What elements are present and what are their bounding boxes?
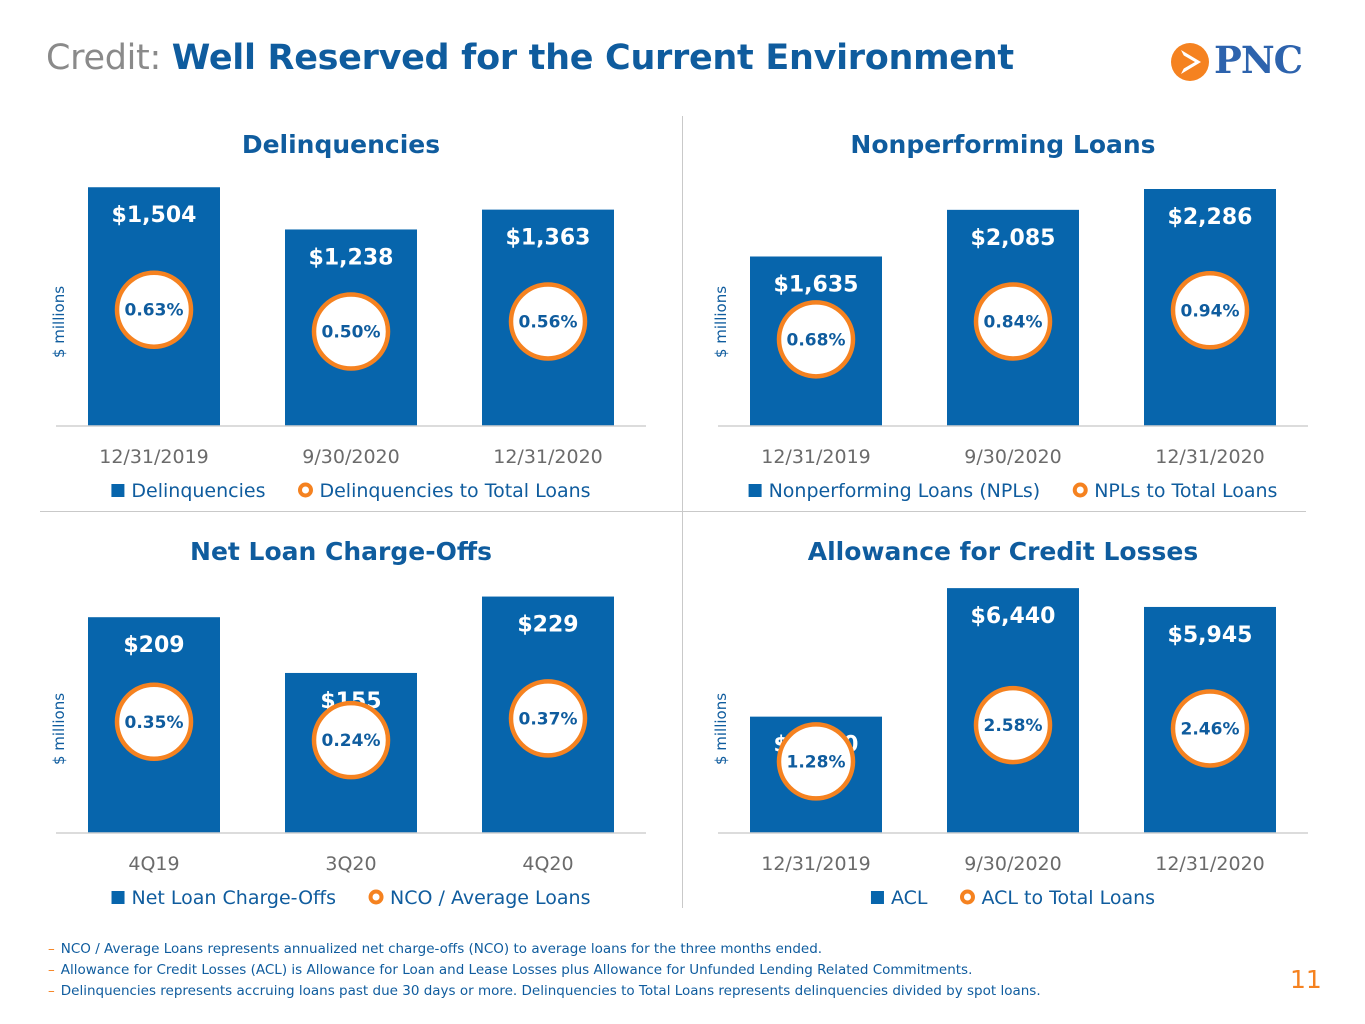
bar-value-label: $1,504 — [112, 203, 197, 228]
legend-bar-label: Delinquencies — [131, 480, 265, 502]
bar-value-label: $5,945 — [1168, 623, 1253, 648]
legend-bar-swatch — [111, 891, 125, 904]
ratio-marker — [776, 722, 856, 801]
category-tick-label: 9/30/2020 — [964, 446, 1061, 468]
bar-value-label: $2,085 — [971, 226, 1056, 251]
quadrant-divider-vertical — [682, 116, 683, 908]
ratio-marker — [114, 270, 194, 349]
bar-value-label: $1,635 — [774, 272, 859, 297]
y-axis-label: $ millions — [50, 693, 68, 765]
footnote-text: NCO / Average Loans represents annualize… — [60, 941, 823, 957]
legend-bar-swatch — [870, 891, 884, 904]
bar-value-label: $2,286 — [1168, 205, 1253, 230]
ratio-marker — [508, 282, 588, 361]
chart-title: Nonperforming Loans — [850, 130, 1155, 159]
y-axis-label: $ millions — [50, 286, 68, 358]
category-tick-label: 12/31/2020 — [493, 446, 603, 468]
ratio-marker — [311, 292, 391, 371]
ratio-label: 0.68% — [787, 330, 846, 350]
footnotes: – NCO / Average Loans represents annualiz… — [48, 939, 1041, 1002]
bar-value-label: $209 — [123, 633, 184, 658]
page-title: Credit: Well Reserved for the Current En… — [46, 38, 1014, 78]
category-tick-label: 9/30/2020 — [302, 446, 399, 468]
chart-panel-allowance-credit-losses: Allowance for Credit Losses$ millions$3,… — [702, 527, 1332, 917]
ratio-marker — [1170, 271, 1250, 350]
category-tick-label: 12/31/2020 — [1155, 446, 1265, 468]
legend-ratio-swatch — [368, 889, 384, 905]
allowance-credit-losses-chart: Allowance for Credit Losses$ millions$3,… — [712, 537, 1308, 909]
ratio-label: 2.58% — [984, 716, 1043, 736]
ratio-marker — [973, 282, 1053, 361]
pnc-logo: PNC — [1170, 38, 1320, 82]
footnote: – Delinquencies represents accruing loans… — [48, 983, 1041, 999]
chart-title: Allowance for Credit Losses — [808, 537, 1198, 566]
chart-panel-net-loan-charge-offs: Net Loan Charge-Offs $ millions $209 0.35% 4… — [40, 527, 670, 917]
net-loan-charge-offs-chart: Net Loan Charge-Offs $ millions $209 0.35% 4… — [50, 537, 646, 909]
legend-bar-label: ACL — [891, 887, 928, 909]
chart-title: Delinquencies — [242, 130, 440, 159]
ratio-marker — [508, 679, 588, 758]
legend-ratio-label: Delinquencies to Total Loans — [319, 480, 590, 502]
legend-bar-swatch — [111, 484, 125, 497]
chart-panel-nonperforming-loans: Nonperforming Loans $ millions $1,635 0.68%… — [702, 120, 1332, 510]
legend-bar-label: Net Loan Charge-Offs — [132, 887, 337, 909]
page-number: 11 — [1290, 965, 1322, 994]
legend-bar-swatch — [748, 484, 762, 497]
category-tick-label: 12/31/2019 — [761, 853, 871, 875]
ratio-label: 0.24% — [322, 731, 381, 751]
y-axis-label: $ millions — [712, 286, 730, 358]
legend-ratio-swatch — [1072, 482, 1088, 498]
bar-value-label: $6,440 — [971, 604, 1056, 629]
footnote: – Allowance for Credit Losses (ACL) is Al… — [48, 962, 973, 978]
pnc-logo-icon — [1171, 43, 1209, 81]
ratio-marker — [311, 700, 391, 780]
ratio-marker — [776, 300, 856, 379]
bar-value-label: $1,363 — [506, 226, 591, 251]
footnote: – NCO / Average Loans represents annualiz… — [48, 941, 823, 957]
category-tick-label: 12/31/2019 — [761, 446, 871, 468]
delinquencies-chart: Delinquencies $ millions $1,504 0.63% 12/31/… — [50, 130, 646, 502]
ratio-marker — [114, 682, 194, 761]
ratio-label: 1.28% — [787, 752, 846, 772]
category-tick-label: 12/31/2020 — [1155, 853, 1265, 875]
title-prefix: Credit: — [46, 38, 161, 78]
title-main: Well Reserved for the Current Environmen… — [171, 38, 1014, 78]
legend-ratio-swatch — [959, 889, 975, 905]
ratio-label: 2.46% — [1181, 719, 1240, 739]
category-tick-label: 12/31/2019 — [99, 446, 209, 468]
ratio-label: 0.50% — [322, 323, 381, 343]
y-axis-label: $ millions — [712, 693, 730, 765]
ratio-marker — [1170, 689, 1250, 768]
legend-ratio-label: NCO / Average Loans — [390, 887, 590, 909]
footnote-text: Allowance for Credit Losses (ACL) is All… — [60, 962, 973, 978]
chart-title: Net Loan Charge-Offs — [190, 537, 492, 566]
bar-value-label: $229 — [517, 613, 578, 638]
category-tick-label: 4Q19 — [128, 853, 179, 875]
nonperforming-loans-chart: Nonperforming Loans $ millions $1,635 0.68%… — [712, 130, 1308, 502]
chart-panel-delinquencies: Delinquencies $ millions $1,504 0.63% 12/31/… — [40, 120, 670, 510]
bar-value-label: $1,238 — [309, 245, 394, 270]
logo-text: PNC — [1214, 38, 1303, 82]
legend-bar-label: Nonperforming Loans (NPLs) — [769, 480, 1041, 502]
category-tick-label: 3Q20 — [325, 853, 376, 875]
ratio-label: 0.35% — [125, 713, 184, 733]
legend-ratio-label: ACL to Total Loans — [981, 887, 1155, 909]
ratio-label: 0.84% — [984, 312, 1043, 332]
ratio-label: 0.37% — [519, 709, 578, 729]
ratio-label: 0.63% — [125, 301, 184, 321]
category-tick-label: 4Q20 — [522, 853, 573, 875]
ratio-label: 0.56% — [519, 312, 578, 332]
legend-ratio-swatch — [297, 482, 313, 498]
category-tick-label: 9/30/2020 — [964, 853, 1061, 875]
ratio-marker — [973, 685, 1053, 765]
footnote-text: Delinquencies represents accruing loans … — [60, 983, 1041, 999]
ratio-label: 0.94% — [1181, 301, 1240, 321]
quadrant-divider-horizontal — [40, 511, 1306, 512]
legend-ratio-label: NPLs to Total Loans — [1094, 480, 1277, 502]
